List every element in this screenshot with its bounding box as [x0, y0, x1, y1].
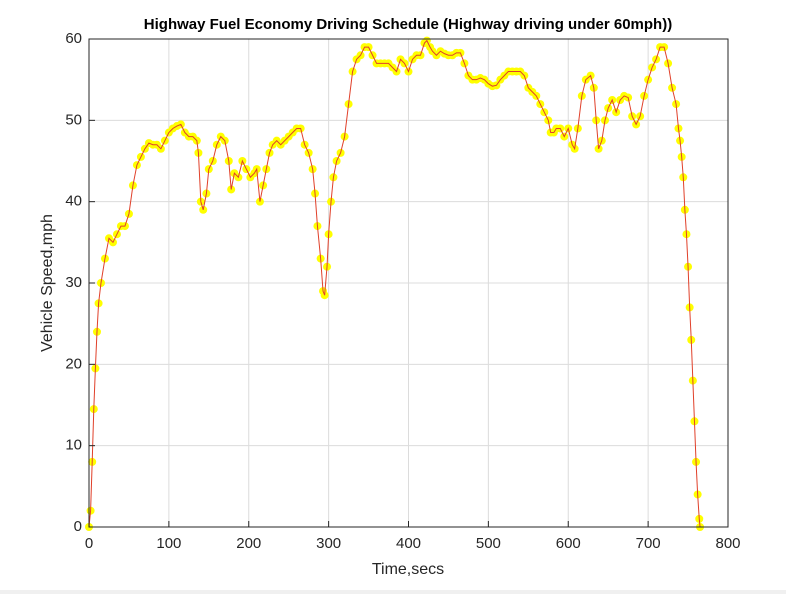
x-tick-label: 200	[236, 535, 261, 552]
y-tick-label: 50	[65, 111, 82, 128]
x-tick-label: 400	[396, 535, 421, 552]
x-tick-label: 700	[636, 535, 661, 552]
x-axis-label: Time,secs	[372, 561, 444, 578]
y-tick-label: 40	[65, 193, 82, 210]
x-tick-label: 300	[316, 535, 341, 552]
x-tick-label: 800	[715, 535, 740, 552]
y-tick-label: 30	[65, 274, 82, 291]
y-axis-label: Vehicle Speed,mph	[39, 214, 56, 352]
y-tick-label: 60	[65, 30, 82, 47]
x-tick-label: 600	[556, 535, 581, 552]
y-tick-label: 0	[74, 518, 82, 535]
data-line	[88, 39, 701, 528]
y-tick-label: 10	[65, 437, 82, 454]
chart-title: Highway Fuel Economy Driving Schedule (H…	[144, 16, 672, 33]
x-tick-label: 100	[156, 535, 181, 552]
y-tick-label: 20	[65, 355, 82, 372]
x-tick-label: 500	[476, 535, 501, 552]
x-tick-label: 0	[85, 535, 93, 552]
data-marks	[85, 36, 705, 531]
